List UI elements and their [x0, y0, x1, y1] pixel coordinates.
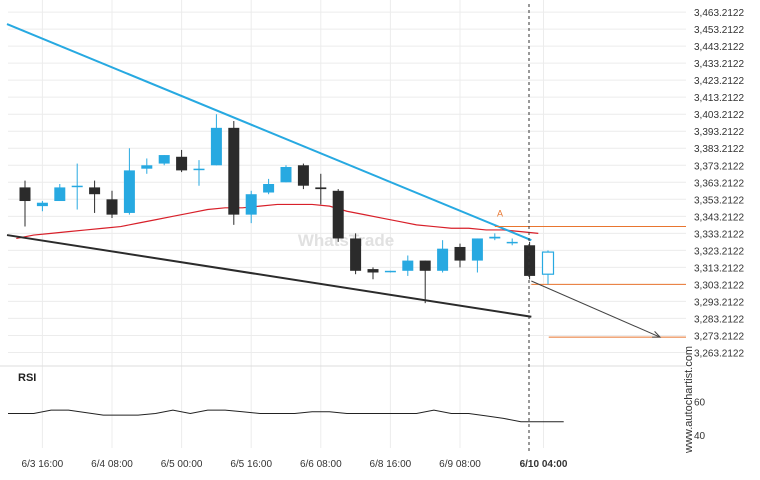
candle-body: [123, 170, 135, 213]
price-tick-label: 3,363.2122: [694, 178, 744, 189]
candle-body: [19, 187, 31, 202]
price-tick-label: 3,353.2122: [694, 195, 744, 206]
candle-body: [315, 187, 327, 190]
rsi-line: [8, 409, 564, 423]
projection-arrow-line: [531, 280, 661, 338]
time-tick-label: 6/5 00:00: [161, 459, 203, 470]
price-tick-label: 3,293.2122: [694, 297, 744, 308]
price-tick-label: 3,273.2122: [694, 331, 744, 342]
candle-body: [89, 187, 101, 195]
price-tick-label: 3,383.2122: [694, 144, 744, 155]
moving-average-line: [16, 203, 539, 240]
candle-body: [176, 156, 188, 171]
candle-body: [419, 260, 431, 271]
candle-body: [141, 165, 153, 169]
candle-body: [489, 236, 501, 239]
trendlines: [6, 23, 532, 318]
pattern-label: A: [497, 208, 503, 218]
price-tick-label: 3,303.2122: [694, 280, 744, 291]
rsi-panel: [8, 409, 564, 423]
forecast-candle-body: [541, 251, 555, 275]
moving-average: [16, 203, 539, 240]
time-tick-label: 6/6 08:00: [300, 459, 342, 470]
price-tick-label: 3,373.2122: [694, 161, 744, 172]
rsi-tick-label: 40: [694, 431, 706, 442]
candle-body: [245, 194, 257, 215]
price-tick-label: 3,333.2122: [694, 229, 744, 240]
candle-body: [437, 248, 449, 271]
rsi-label: RSI: [18, 372, 36, 384]
candle-body: [280, 166, 292, 183]
price-tick-label: 3,393.2122: [694, 127, 744, 138]
candle-body: [158, 155, 170, 164]
rsi-tick-label: 60: [694, 398, 706, 409]
candle-body: [454, 246, 466, 261]
candle-body: [524, 245, 536, 276]
watermark: WhatsTrade: [298, 231, 394, 250]
candle-body: [54, 187, 66, 202]
price-tick-label: 3,323.2122: [694, 246, 744, 257]
annotations: [528, 4, 662, 452]
candle-body: [402, 260, 414, 271]
price-tick-label: 3,433.2122: [694, 59, 744, 70]
price-levels: [494, 226, 686, 338]
candle-body: [228, 127, 240, 215]
time-tick-label: 6/3 16:00: [22, 459, 64, 470]
candle-body: [506, 241, 518, 244]
upper-trendline: [6, 23, 532, 242]
price-tick-label: 3,263.2122: [694, 348, 744, 359]
site-label: www.autochartist.com: [683, 346, 695, 454]
candle-body: [36, 202, 48, 207]
time-tick-label: 6/10 04:00: [520, 459, 568, 470]
price-axis: 3,463.2122 3,453.2122 3,443.2122 3,433.2122…: [694, 8, 744, 442]
candles: [19, 114, 555, 304]
candle-body: [471, 238, 483, 261]
candle-body: [210, 127, 222, 166]
candle-body: [332, 190, 344, 239]
price-tick-label: 3,413.2122: [694, 93, 744, 104]
projection-arrowhead: [652, 331, 662, 338]
candle-body: [384, 270, 396, 273]
candle-body: [350, 238, 362, 271]
price-tick-label: 3,283.2122: [694, 314, 744, 325]
price-tick-label: 3,423.2122: [694, 76, 744, 87]
price-tick-label: 3,313.2122: [694, 263, 744, 274]
price-tick-label: 3,463.2122: [694, 8, 744, 19]
candle-body: [263, 184, 275, 193]
lower-trendline: [6, 234, 532, 318]
candle-body: [106, 199, 118, 215]
price-tick-label: 3,443.2122: [694, 42, 744, 53]
candle-body: [297, 165, 309, 186]
time-axis: 6/3 16:00 6/4 08:00 6/5 00:00 6/5 16:00 6/6 …: [22, 459, 568, 470]
time-tick-label: 6/8 16:00: [370, 459, 412, 470]
candle-body: [193, 168, 205, 171]
price-tick-label: 3,453.2122: [694, 25, 744, 36]
time-tick-label: 6/9 08:00: [439, 459, 481, 470]
time-tick-label: 6/4 08:00: [91, 459, 133, 470]
price-tick-label: 3,343.2122: [694, 212, 744, 223]
price-tick-label: 3,403.2122: [694, 110, 744, 121]
grid: [0, 0, 686, 448]
candle-body: [71, 185, 83, 188]
candle-body: [367, 269, 379, 273]
time-tick-label: 6/5 16:00: [230, 459, 272, 470]
